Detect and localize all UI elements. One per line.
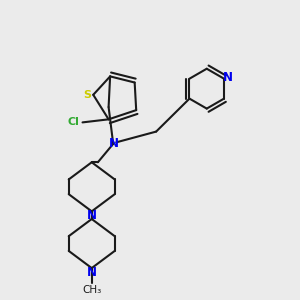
Text: N: N bbox=[109, 137, 119, 150]
Text: N: N bbox=[87, 209, 97, 222]
Text: S: S bbox=[84, 90, 92, 100]
Text: N: N bbox=[223, 71, 233, 84]
Text: CH₃: CH₃ bbox=[82, 285, 101, 295]
Text: Cl: Cl bbox=[68, 117, 80, 128]
Text: N: N bbox=[87, 266, 97, 279]
